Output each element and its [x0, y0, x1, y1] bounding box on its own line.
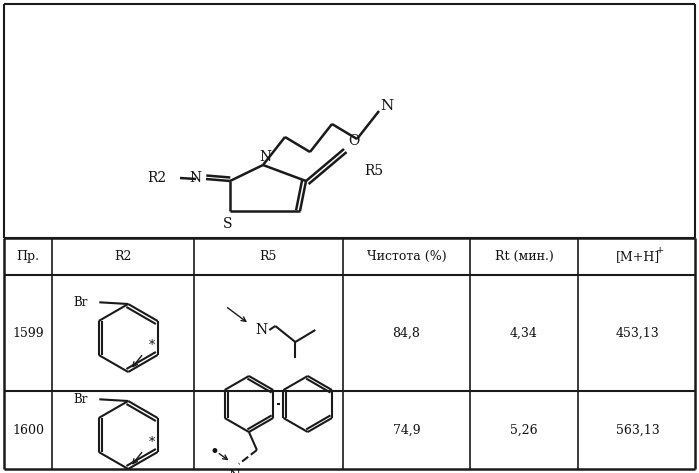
Text: 1600: 1600 — [12, 423, 44, 437]
Text: N: N — [255, 323, 268, 337]
Text: 4,34: 4,34 — [510, 326, 538, 340]
Text: R2: R2 — [147, 171, 166, 185]
Text: R5: R5 — [259, 250, 277, 263]
Text: N: N — [189, 171, 201, 185]
Text: •: • — [210, 444, 220, 461]
Text: Чистота (%): Чистота (%) — [367, 250, 447, 263]
Text: +: + — [656, 246, 664, 255]
Text: N: N — [229, 469, 241, 473]
Text: 84,8: 84,8 — [393, 326, 420, 340]
Text: *: * — [148, 436, 154, 449]
Text: 453,13: 453,13 — [616, 326, 660, 340]
Text: 1599: 1599 — [13, 326, 44, 340]
Text: 5,26: 5,26 — [510, 423, 538, 437]
Text: O: O — [348, 134, 359, 148]
Text: R2: R2 — [115, 250, 132, 263]
Text: R5: R5 — [364, 164, 384, 178]
Text: Пр.: Пр. — [17, 250, 40, 263]
Text: Rt (мин.): Rt (мин.) — [495, 250, 554, 263]
Text: Br: Br — [73, 393, 87, 406]
Text: Br: Br — [73, 296, 87, 309]
Text: [M+H]: [M+H] — [616, 250, 660, 263]
Text: *: * — [148, 339, 154, 352]
Text: 74,9: 74,9 — [393, 423, 420, 437]
Text: S: S — [223, 217, 233, 231]
Text: N: N — [380, 99, 394, 113]
Text: N: N — [259, 150, 271, 164]
Text: 563,13: 563,13 — [616, 423, 660, 437]
